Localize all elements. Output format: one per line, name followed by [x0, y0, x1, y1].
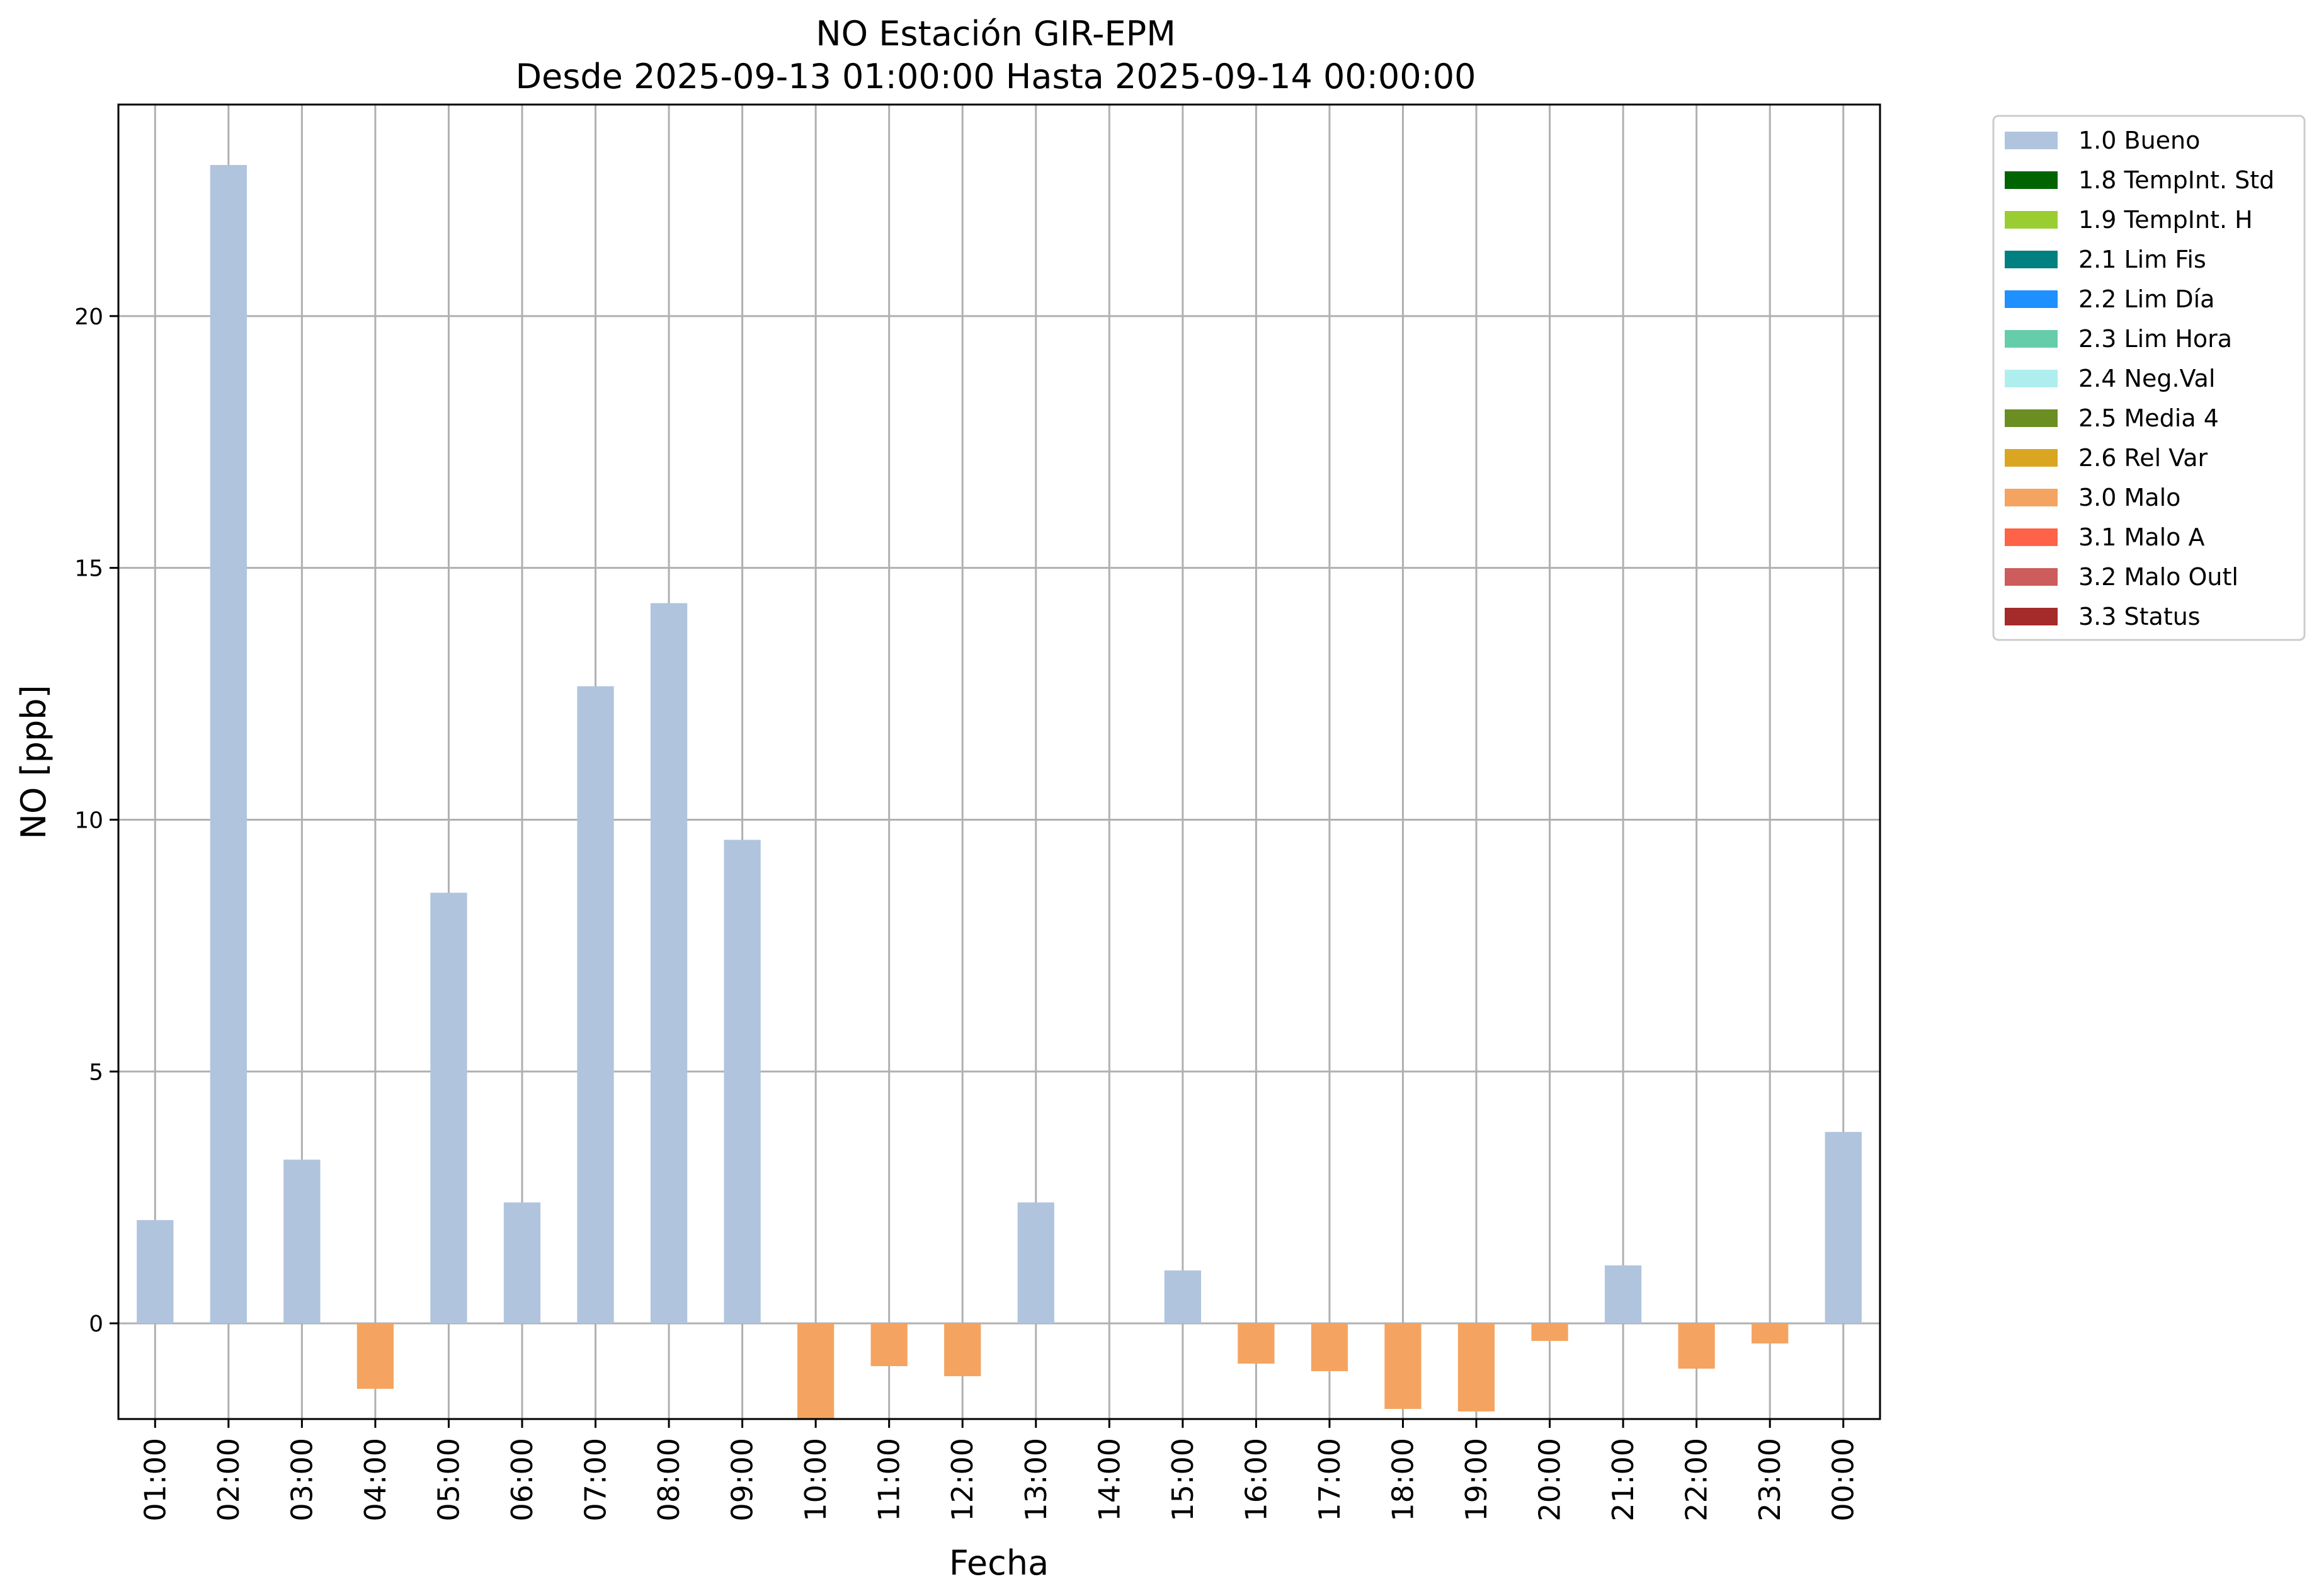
x-tick-label: 21:00 [1606, 1438, 1640, 1522]
legend-swatch [2005, 568, 2058, 586]
y-tick-label: 0 [89, 1311, 103, 1337]
plot-frame [117, 103, 1881, 1420]
legend-swatch [2005, 132, 2058, 149]
bar [1017, 1202, 1054, 1324]
bar [1238, 1323, 1275, 1364]
bar [724, 840, 761, 1324]
x-tick-label: 09:00 [726, 1438, 760, 1522]
x-tick-label: 14:00 [1092, 1438, 1126, 1522]
legend-label: 2.5 Media 4 [2078, 404, 2219, 432]
legend-swatch [2005, 489, 2058, 506]
y-axis-label: NO [ppb] [14, 685, 54, 839]
bar [210, 164, 247, 1324]
x-tick-label: 22:00 [1680, 1438, 1714, 1522]
bar [1678, 1323, 1715, 1369]
bar [1164, 1270, 1201, 1324]
y-ticks: 0 5 10 15 20 [74, 304, 118, 1337]
legend-label: 2.3 Lim Hora [2078, 325, 2232, 353]
legend-label: 2.2 Lim Día [2078, 285, 2214, 313]
legend-label: 3.3 Status [2078, 603, 2201, 630]
bar [283, 1160, 321, 1324]
bar [650, 603, 688, 1324]
legend-label: 3.1 Malo A [2078, 523, 2204, 551]
x-axis-label: Fecha [949, 1543, 1049, 1583]
legend-swatch [2005, 211, 2058, 229]
legend-label: 2.1 Lim Fis [2078, 246, 2206, 273]
y-tick-label: 15 [74, 556, 103, 582]
x-tick-label: 02:00 [212, 1438, 246, 1522]
x-tick-label: 07:00 [579, 1438, 613, 1522]
grid [118, 105, 1880, 1419]
bar [1311, 1323, 1348, 1372]
bar [577, 686, 614, 1324]
legend-swatch [2005, 251, 2058, 268]
bar [1604, 1265, 1642, 1324]
legend-swatch [2005, 330, 2058, 348]
bar [356, 1323, 394, 1389]
x-tick-label: 00:00 [1826, 1438, 1860, 1522]
x-ticks: 01:00 02:00 03:00 04:00 05:00 06:00 07:00 08:00… [138, 1419, 1860, 1522]
x-tick-label: 05:00 [431, 1438, 465, 1522]
legend-frame [1992, 115, 2306, 641]
legend-label: 1.0 Bueno [2078, 127, 2200, 154]
x-tick-label: 06:00 [505, 1438, 539, 1522]
x-tick-label: 08:00 [652, 1438, 686, 1522]
legend-label: 2.4 Neg.Val [2078, 365, 2215, 392]
legend-swatch [2005, 290, 2058, 308]
x-tick-label: 01:00 [138, 1438, 172, 1522]
x-tick-label: 18:00 [1386, 1438, 1420, 1522]
bar [137, 1220, 174, 1324]
bar [797, 1323, 835, 1419]
legend-swatch [2005, 171, 2058, 189]
legend-swatch [2005, 528, 2058, 546]
bars [137, 164, 1862, 1419]
x-tick-label: 10:00 [799, 1438, 833, 1522]
y-tick-label: 20 [74, 304, 103, 330]
x-tick-label: 23:00 [1753, 1438, 1787, 1522]
y-tick-label: 5 [89, 1059, 103, 1085]
legend-label: 2.6 Rel Var [2078, 444, 2208, 472]
bar [1531, 1323, 1568, 1342]
bar [1752, 1323, 1789, 1344]
bar [503, 1202, 541, 1324]
legend-swatch [2005, 409, 2058, 427]
bar [944, 1323, 981, 1377]
bar [1825, 1132, 1862, 1324]
x-tick-label: 16:00 [1239, 1438, 1273, 1522]
x-tick-label: 11:00 [872, 1438, 906, 1522]
x-tick-label: 12:00 [945, 1438, 979, 1522]
legend-label: 1.9 TempInt. H [2078, 206, 2253, 234]
chart-subtitle: Desde 2025-09-13 01:00:00 Hasta 2025-09-… [515, 57, 1476, 96]
legend-label: 1.8 TempInt. Std [2078, 166, 2274, 194]
x-tick-label: 04:00 [358, 1438, 392, 1522]
legend-swatch [2005, 370, 2058, 387]
x-tick-label: 19:00 [1459, 1438, 1493, 1522]
bar [1384, 1323, 1422, 1410]
x-tick-label: 03:00 [285, 1438, 319, 1522]
x-tick-label: 15:00 [1166, 1438, 1200, 1522]
y-tick-label: 10 [74, 807, 103, 833]
legend-label: 3.0 Malo [2078, 484, 2180, 511]
x-tick-label: 13:00 [1019, 1438, 1053, 1522]
chart-title: NO Estación GIR-EPM [816, 14, 1176, 54]
legend-swatch [2005, 608, 2058, 625]
bar [1457, 1323, 1495, 1412]
legend-swatch [2005, 449, 2058, 467]
bar [430, 892, 467, 1324]
legend: 1.0 Bueno 1.8 TempInt. Std 1.9 TempInt. H 2… [1992, 115, 2306, 641]
legend-label: 3.2 Malo Outl [2078, 563, 2238, 591]
bar [870, 1323, 908, 1367]
x-tick-label: 17:00 [1313, 1438, 1347, 1522]
x-tick-label: 20:00 [1533, 1438, 1567, 1522]
